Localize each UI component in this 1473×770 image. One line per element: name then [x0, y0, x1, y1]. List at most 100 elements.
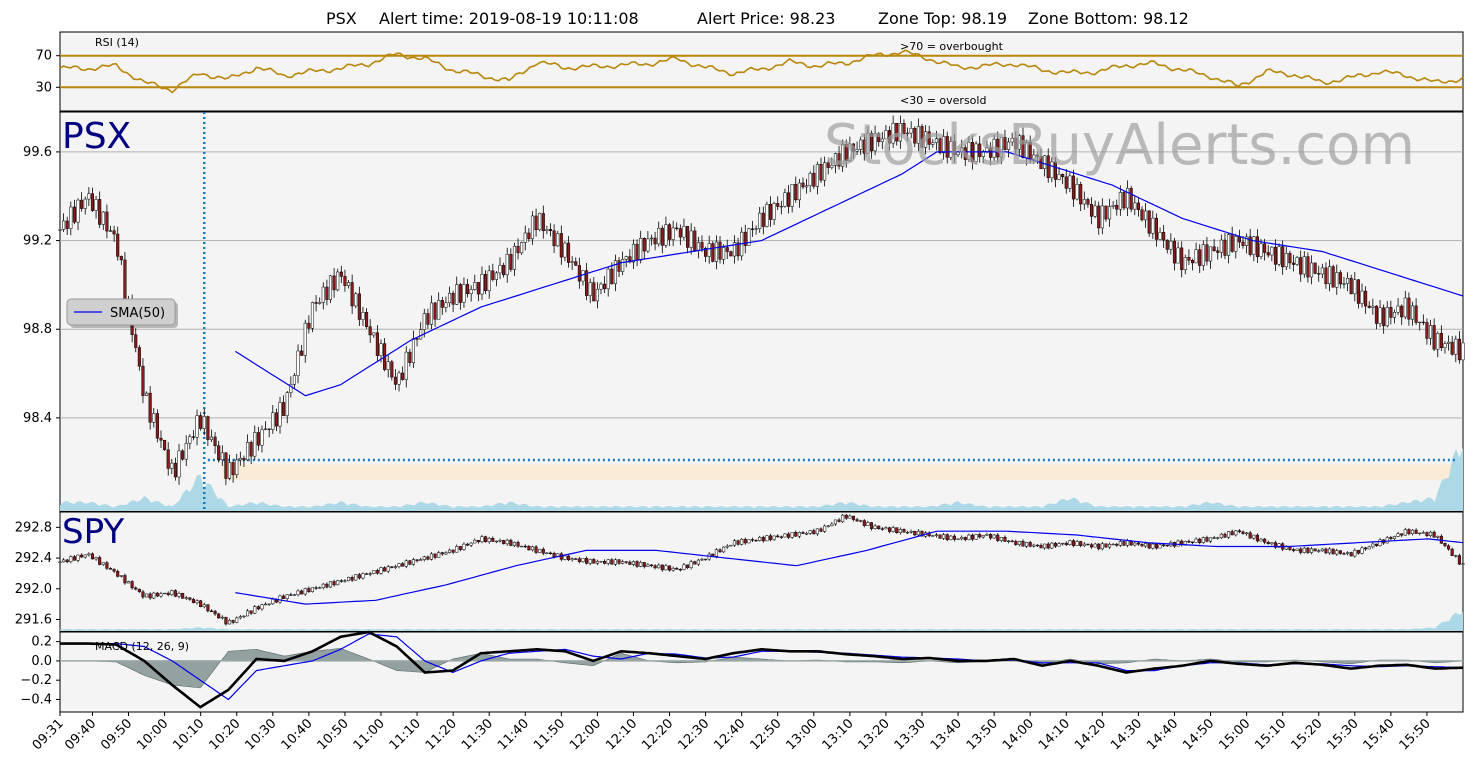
spy-candle — [444, 552, 448, 555]
psx-candle — [390, 361, 394, 378]
spy-candle — [758, 537, 762, 541]
spy-candle — [155, 592, 159, 597]
psx-candle — [541, 213, 545, 232]
psx-candle — [1313, 262, 1317, 274]
psx-candle — [606, 268, 610, 290]
psx-candle — [1414, 305, 1418, 323]
spy-candle — [1198, 538, 1202, 543]
spy-candle — [1086, 543, 1090, 546]
spy-candle — [1342, 553, 1346, 555]
spy-candle — [1133, 542, 1137, 546]
psx-candle — [920, 126, 924, 148]
sma-legend: SMA(50) — [66, 298, 178, 328]
rsi-y-tick-1-label: 30 — [35, 80, 52, 95]
psx-candle — [797, 182, 801, 201]
spy-panel — [59, 511, 1464, 632]
spy-candle — [1291, 549, 1296, 551]
psx-candle — [974, 143, 978, 162]
spy-candle — [1461, 563, 1465, 565]
psx-candle — [855, 149, 859, 152]
spy-candle — [1151, 543, 1155, 549]
psx-candle — [289, 384, 293, 393]
spy-candle — [1107, 544, 1112, 548]
spy-candle — [595, 561, 599, 564]
psx-candle — [902, 123, 906, 135]
spy-candle — [635, 561, 639, 567]
spy-candle — [942, 534, 946, 539]
psx-candle — [812, 172, 816, 187]
spy-candle — [282, 595, 286, 599]
psx-candle — [253, 432, 257, 457]
spy-candle — [610, 559, 614, 565]
psx-candle — [339, 271, 343, 277]
psx-candle — [819, 164, 823, 181]
spy-candle — [891, 527, 895, 532]
spy-candle — [408, 560, 412, 565]
psx-candle — [1245, 236, 1249, 246]
psx-y-tick-2-label: 98.8 — [23, 322, 52, 337]
spy-candle — [1104, 543, 1108, 548]
spy-candle — [880, 528, 884, 530]
psx-candle — [155, 413, 159, 439]
psx-candle — [996, 138, 1000, 158]
spy-candle — [137, 588, 141, 593]
psx-candle — [1118, 192, 1122, 210]
psx-candle — [1331, 266, 1335, 288]
spy-candle — [76, 554, 80, 561]
spy-candle — [1234, 530, 1238, 536]
spy-candle — [945, 534, 949, 540]
spy-candle — [1205, 537, 1209, 542]
psx-candle — [1461, 342, 1465, 361]
spy-candle — [487, 537, 491, 543]
spy-candle — [1277, 543, 1281, 548]
psx-candle — [823, 162, 827, 181]
spy-candle — [1436, 535, 1440, 538]
psx-candle — [69, 206, 73, 229]
macd-y-tick-2-label: −0.2 — [20, 673, 52, 688]
psx-candle — [548, 229, 553, 232]
spy-candle — [653, 565, 657, 569]
psx-candle — [80, 199, 84, 209]
psx-candle — [1425, 322, 1429, 339]
spy-candle — [242, 615, 246, 618]
spy-candle — [819, 528, 823, 532]
time-tick-label-36: 15:30 — [1325, 716, 1362, 753]
time-tick-label-7: 10:40 — [279, 716, 316, 753]
macd-line — [60, 630, 1464, 709]
psx-candle — [1360, 290, 1364, 304]
spy-candle — [451, 549, 455, 553]
spy-candle — [509, 539, 513, 546]
spy-candle — [1454, 555, 1458, 557]
psx-candle — [1075, 184, 1079, 200]
psx-candle — [1338, 272, 1342, 285]
psx-candle — [624, 256, 628, 260]
spy-candle — [981, 535, 985, 538]
psx-candle — [184, 442, 188, 460]
spy-candle — [1425, 532, 1429, 536]
psx-candle — [426, 313, 430, 325]
spy-candle — [1187, 541, 1191, 543]
spy-candle — [440, 552, 444, 555]
psx-candle — [1140, 209, 1144, 221]
psx-candle — [1053, 161, 1057, 180]
spy-candle — [523, 545, 527, 548]
spy-candle — [62, 559, 66, 563]
psx-candle — [300, 350, 304, 356]
spy-candle — [996, 534, 1000, 541]
psx-candle — [411, 338, 416, 363]
psx-candle — [274, 412, 278, 427]
spy-candle — [80, 554, 84, 558]
psx-candle — [913, 128, 917, 144]
spy-candle — [177, 592, 181, 597]
psx-candle — [152, 413, 156, 423]
psx-candle — [866, 132, 870, 154]
psx-candle — [195, 415, 199, 438]
psx-candle — [1374, 305, 1378, 324]
psx-candle — [1223, 239, 1227, 256]
spy-candle — [527, 545, 531, 551]
spy-candle — [725, 545, 729, 548]
psx-candle — [686, 226, 690, 248]
spy-candle — [1122, 541, 1126, 546]
time-tick-label-13: 11:40 — [495, 716, 532, 753]
spy-candle — [1241, 531, 1245, 535]
